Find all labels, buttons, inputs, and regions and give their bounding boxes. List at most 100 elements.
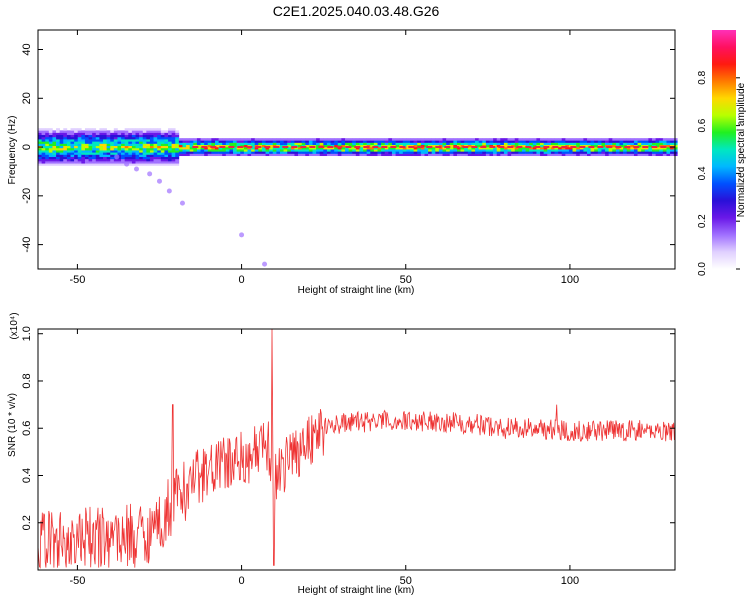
spectrogram-cell [395,149,400,152]
spectrogram-cell [576,142,581,146]
spectrogram-cell [84,134,89,138]
spectrogram-cell [568,153,573,157]
spectrogram-cell [554,144,559,148]
spectrogram-cell [164,143,169,147]
spectrogram-cell [518,144,523,148]
spectrogram-cell [193,146,198,150]
spectrogram-cell [200,146,205,150]
spectrogram-cell [540,142,544,146]
spectrogram-cell [572,151,577,154]
spectrogram-cell [298,151,302,154]
spectrogram-cell [153,152,158,155]
spectrogram-cell [630,151,635,154]
spectrogram-cell [92,128,97,131]
spectrogram-cell [121,150,125,153]
spectrogram-cell [633,146,638,150]
spectrogram-cell [337,146,342,150]
spectrogram-cell [70,154,75,157]
spectrogram-cell [157,134,162,138]
spectrogram-cell [294,153,299,157]
spectrogram-cell [558,142,563,146]
spectrogram-cell [77,128,82,131]
spectrogram-cell [59,161,64,164]
spectrogram-cell [63,132,68,136]
spectrogram-cell [160,156,165,160]
spectrogram-cell [511,153,516,157]
spectrogram-cell [659,144,664,148]
spectrogram-cell [66,152,71,155]
spectrogram-cell [428,140,432,143]
spectrogram-cell [139,156,144,160]
spectrogram-cell [348,149,353,152]
spectrogram-cell [106,136,111,140]
spectrogram-cell [652,149,656,152]
spectrogram-cell [294,151,299,154]
spectrogram-cell [395,144,400,148]
spectrogram-cell [532,149,537,152]
spectrogram-cell [70,152,75,155]
spectrogram-cell [485,146,490,150]
spectrogram-cell [652,138,656,141]
spectrogram-cell [142,163,147,166]
spectrogram-cell [402,140,407,143]
spectrogram-cell [200,151,205,154]
spectrogram-cell [121,158,125,162]
spectrogram-cell [525,151,530,154]
spectrogram-cell [359,149,364,152]
spectrogram-cell [500,153,505,157]
spectrogram-cell [399,146,404,150]
spectrogram-cell [95,147,100,151]
spectrogram-cell [330,149,335,152]
spectrogram-cell [453,151,458,154]
spectrogram-cell [381,138,386,141]
spectrogram-cell [673,140,678,143]
spectrogram-cell [254,140,259,143]
spectrogram-cell [41,139,46,142]
spectrogram-cell [558,153,563,157]
spectrogram-cell [363,138,367,141]
spectrogram-cell [467,144,472,148]
spectrogram-cell [139,132,144,136]
spectrogram-cell [525,144,530,148]
spectrogram-cell [59,147,64,151]
spectrogram-cell [659,138,664,141]
spectrogram-cell [428,151,432,154]
spectrogram-cell [363,144,367,148]
spectrogram-cell [503,151,508,154]
spectrogram-y-tick-label: 20 [21,92,33,104]
spectrogram-cell [395,140,400,143]
spectrogram-cell [77,139,82,142]
spectrogram-cell [359,153,364,157]
spectrogram-cell [59,150,64,153]
spectrogram-cell [92,141,97,144]
spectrogram-cell [117,141,122,144]
spectrogram-cell [276,144,281,148]
spectrogram-cell [171,145,176,149]
spectrogram-cell [662,144,667,148]
spectrogram-cell [572,146,577,150]
spectrogram-cell [178,149,183,152]
spectrogram-cell [648,142,653,146]
spectrogram-cell [453,140,458,143]
spectrogram-cell [186,144,190,148]
spectrogram-cell [644,138,649,141]
spectrogram-cell [38,150,42,153]
spectrogram-cell [135,134,140,138]
spectrogram-cell [670,140,674,143]
spectrogram-cell [48,145,53,149]
spectrogram-cell [186,153,190,157]
spectrogram-cell [388,153,393,157]
spectrogram-cell [446,153,451,157]
spectrogram-cell [431,146,436,150]
spectrogram-cell [485,138,490,141]
colorbar-tick-label: 0.8 [697,70,708,84]
spectrogram-cell [456,144,461,148]
spectrogram-cell [74,132,79,136]
spectrogram-cell [110,147,115,151]
spectrogram-cell [554,146,559,150]
spectrogram-cell [623,140,628,143]
spectrogram-cell [149,132,154,136]
spectrogram-cell [247,153,252,157]
spectrogram-frame [37,29,676,270]
spectrogram-cell [229,140,234,143]
